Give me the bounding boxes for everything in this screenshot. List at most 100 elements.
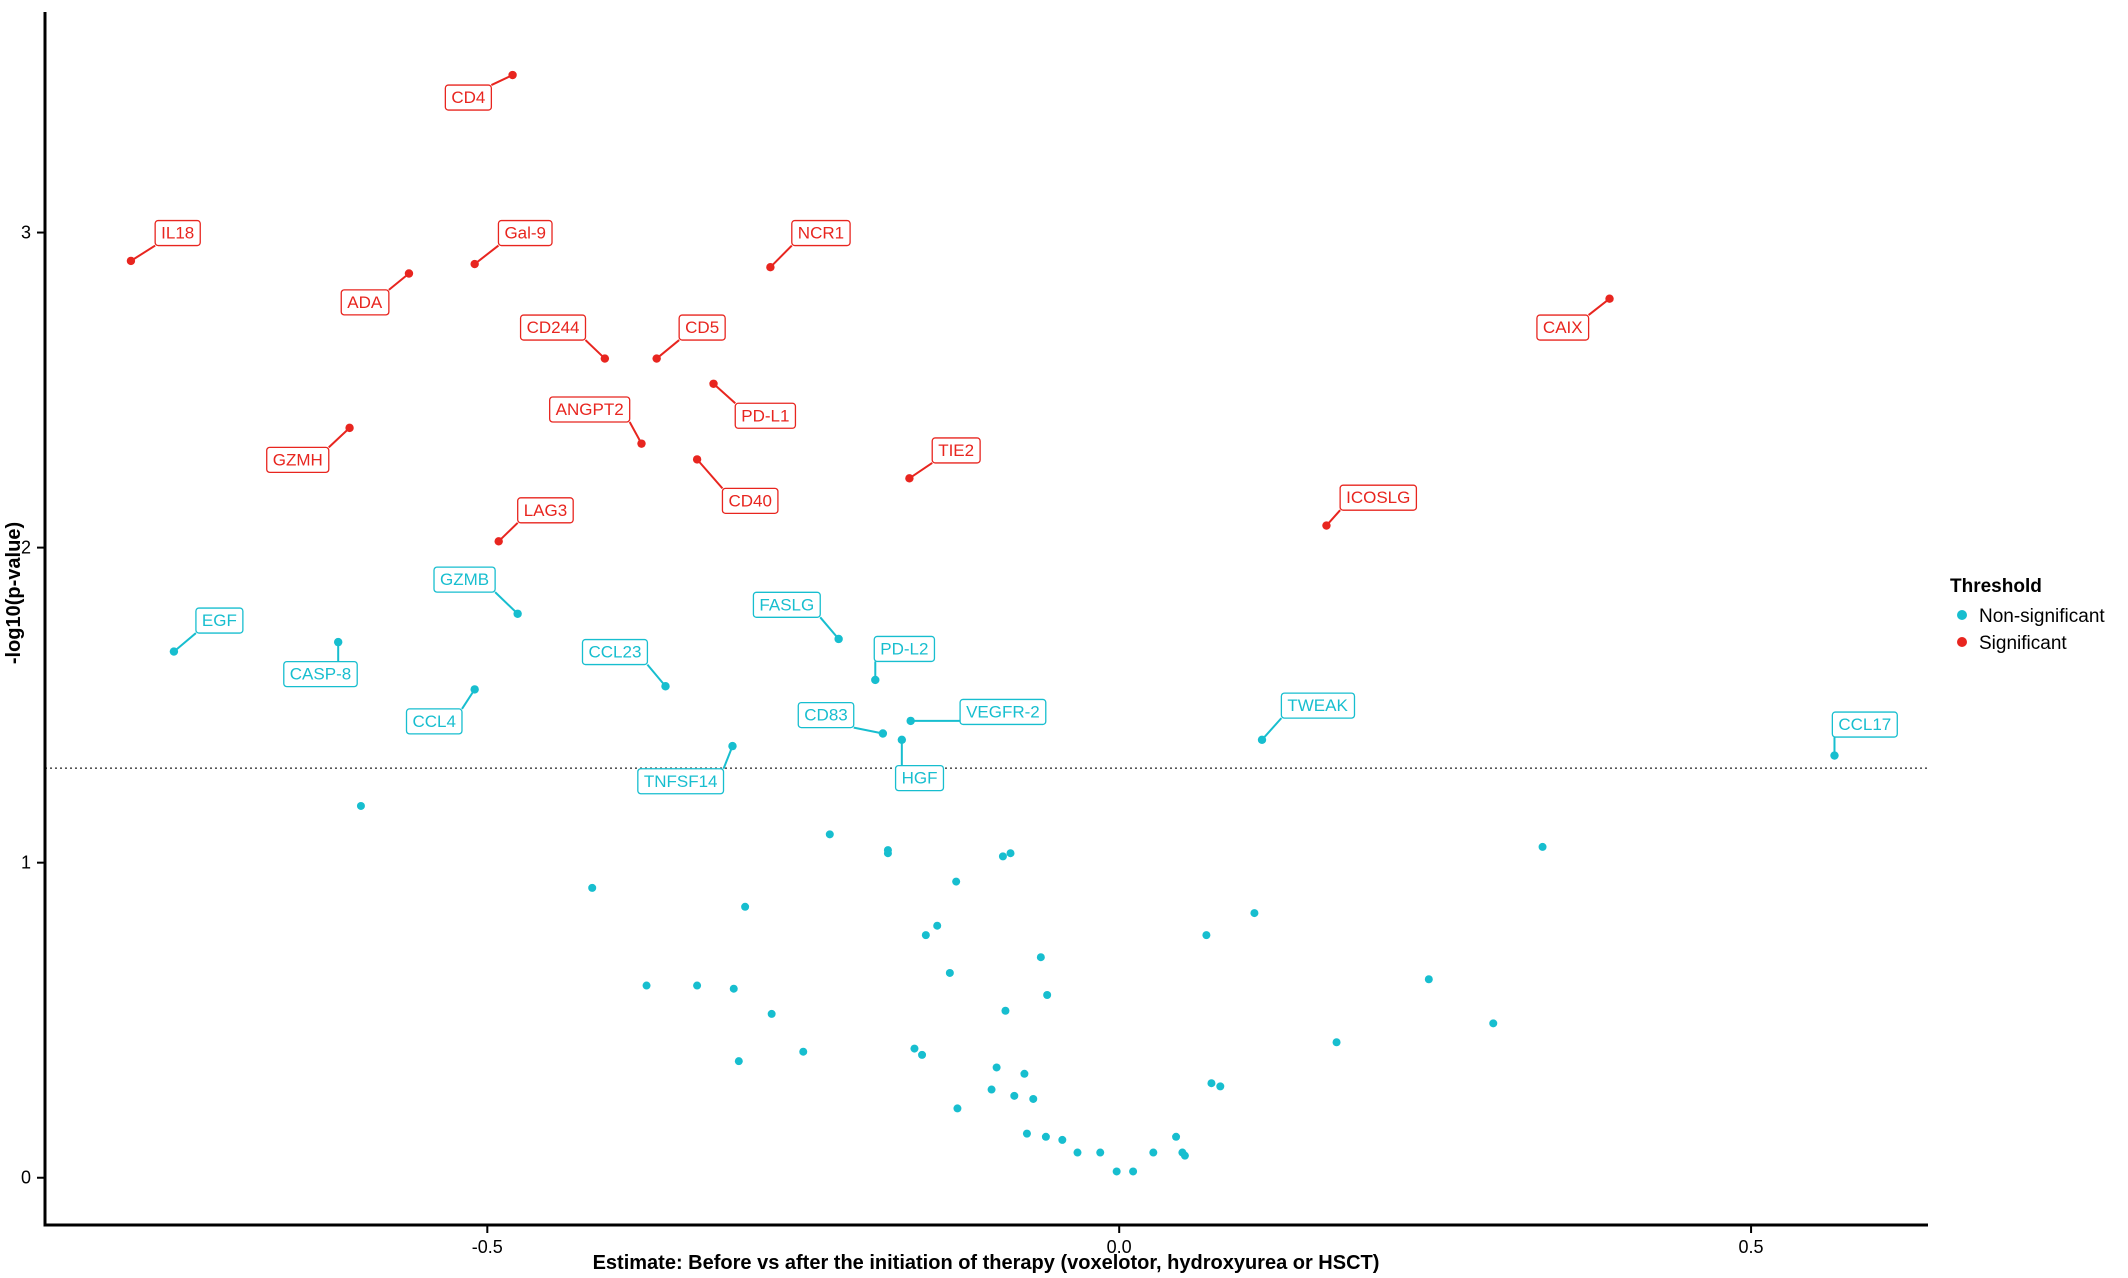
point-label-tweak: TWEAK xyxy=(1287,696,1348,715)
legend: Threshold Non-significant Significant xyxy=(1950,576,2105,654)
data-point xyxy=(1001,1006,1010,1015)
point-labels: CD4 IL18 Gal-9 NCR1 ADA CAIX CD244 CD5 PD-L1 ANGP… xyxy=(154,84,1898,795)
data-point xyxy=(1538,842,1547,851)
data-point-cd4 xyxy=(508,70,517,80)
point-label-box-tie2 xyxy=(931,437,981,464)
leader-line-cd5 xyxy=(656,339,680,360)
data-point-tweak xyxy=(1257,735,1267,744)
data-point-tie2 xyxy=(905,474,914,483)
data-point xyxy=(734,1057,743,1066)
data-point-caix xyxy=(1605,294,1614,303)
data-point xyxy=(945,968,954,977)
point-label-ccl4: CCL4 xyxy=(413,712,456,731)
leader-line-il18 xyxy=(130,244,156,262)
data-point-faslg xyxy=(834,634,843,644)
data-point xyxy=(910,1044,919,1053)
point-label-box-ccl4 xyxy=(405,708,463,735)
point-label-angpt2: ANGPT2 xyxy=(556,400,624,419)
point-label-box-cd40 xyxy=(721,487,779,515)
point-label-ccl23: CCL23 xyxy=(588,643,641,662)
point-label-gzmh: GZMH xyxy=(273,450,323,469)
leader-line-egf xyxy=(173,632,197,653)
point-label-il18: IL18 xyxy=(161,224,194,243)
data-point xyxy=(921,931,930,940)
point-label-ada: ADA xyxy=(347,293,383,312)
point-label-box-cd4 xyxy=(444,84,493,111)
data-point-lag3 xyxy=(494,537,503,546)
point-label-tie2: TIE2 xyxy=(938,441,974,460)
data-point xyxy=(1022,1129,1031,1138)
data-point xyxy=(1489,1019,1498,1028)
axes-layer: -0.5 0.0 0.5 0 1 2 3 xyxy=(21,12,1928,1257)
data-point xyxy=(825,830,834,839)
data-point-ncr1 xyxy=(766,263,775,272)
point-label-box-gzmh xyxy=(266,446,330,474)
data-point-tnfsf14 xyxy=(728,741,737,751)
point-label-box-il18 xyxy=(154,219,201,247)
point-label-pd-l2: PD-L2 xyxy=(880,639,928,658)
point-label-icoslg: ICOSLG xyxy=(1346,488,1410,507)
data-point-cd5 xyxy=(652,354,661,363)
data-point xyxy=(729,984,738,993)
data-points xyxy=(126,70,1839,1176)
data-point xyxy=(1029,1094,1038,1103)
data-point-cd244 xyxy=(600,354,610,363)
y-tick-label: 3 xyxy=(21,223,31,243)
data-point xyxy=(1096,1148,1105,1157)
y-tick-label: 2 xyxy=(21,538,31,558)
data-point xyxy=(1036,953,1045,962)
leader-line-pd-l1 xyxy=(712,383,736,405)
legend-marker-significant xyxy=(1957,637,1967,647)
x-tick-label: 0.0 xyxy=(1107,1237,1132,1257)
leader-line-tie2 xyxy=(908,462,933,480)
leader-line-cd83 xyxy=(853,726,884,735)
point-label-box-cd5 xyxy=(678,314,726,341)
data-point xyxy=(1216,1082,1225,1091)
data-point-ccl17 xyxy=(1830,751,1839,760)
data-point xyxy=(1020,1069,1029,1078)
data-point xyxy=(998,852,1007,861)
data-point xyxy=(1180,1151,1189,1160)
data-point-gal-9 xyxy=(470,259,479,269)
point-label-pd-l1: PD-L1 xyxy=(741,406,789,425)
point-label-box-ccl23 xyxy=(581,638,649,666)
point-label-ccl17: CCL17 xyxy=(1838,715,1891,734)
point-label-box-ada xyxy=(340,289,390,316)
point-label-box-egf xyxy=(195,607,244,634)
data-point-gzmb xyxy=(513,609,522,618)
data-point-egf xyxy=(169,647,179,656)
point-label-lag3: LAG3 xyxy=(524,501,567,520)
point-label-hgf: HGF xyxy=(902,769,938,788)
data-point-pd-l2 xyxy=(871,675,880,685)
leader-line-gzmb xyxy=(494,591,519,615)
data-point xyxy=(992,1063,1001,1072)
point-label-box-vegfr-2 xyxy=(959,698,1047,726)
point-label-caix: CAIX xyxy=(1543,318,1583,337)
data-point xyxy=(642,981,651,990)
point-label-box-pd-l2 xyxy=(873,635,936,663)
point-label-faslg: FASLG xyxy=(759,595,814,614)
point-label-box-tweak xyxy=(1280,692,1356,719)
point-label-box-cd244 xyxy=(519,314,587,341)
data-point xyxy=(588,883,597,892)
point-label-vegfr-2: VEGFR-2 xyxy=(966,702,1040,721)
point-label-box-gzmb xyxy=(433,566,496,593)
data-point-pd-l1 xyxy=(709,379,718,388)
data-point-icoslg xyxy=(1322,521,1331,530)
point-label-box-ccl17 xyxy=(1831,711,1898,738)
data-point xyxy=(1058,1135,1067,1144)
point-label-box-gal-9 xyxy=(497,219,553,247)
legend-title: Threshold xyxy=(1950,576,2042,597)
data-point-cd40 xyxy=(692,455,702,464)
point-label-ncr1: NCR1 xyxy=(798,224,844,243)
legend-label-non-significant: Non-significant xyxy=(1979,606,2105,627)
point-label-cd5: CD5 xyxy=(685,318,719,337)
data-point xyxy=(933,921,942,930)
data-point xyxy=(1250,909,1259,918)
data-point xyxy=(1043,991,1052,1000)
leader-line-gal-9 xyxy=(474,244,500,265)
data-point xyxy=(1073,1148,1082,1157)
point-label-casp-8: CASP-8 xyxy=(290,665,351,684)
point-label-box-faslg xyxy=(752,591,821,618)
